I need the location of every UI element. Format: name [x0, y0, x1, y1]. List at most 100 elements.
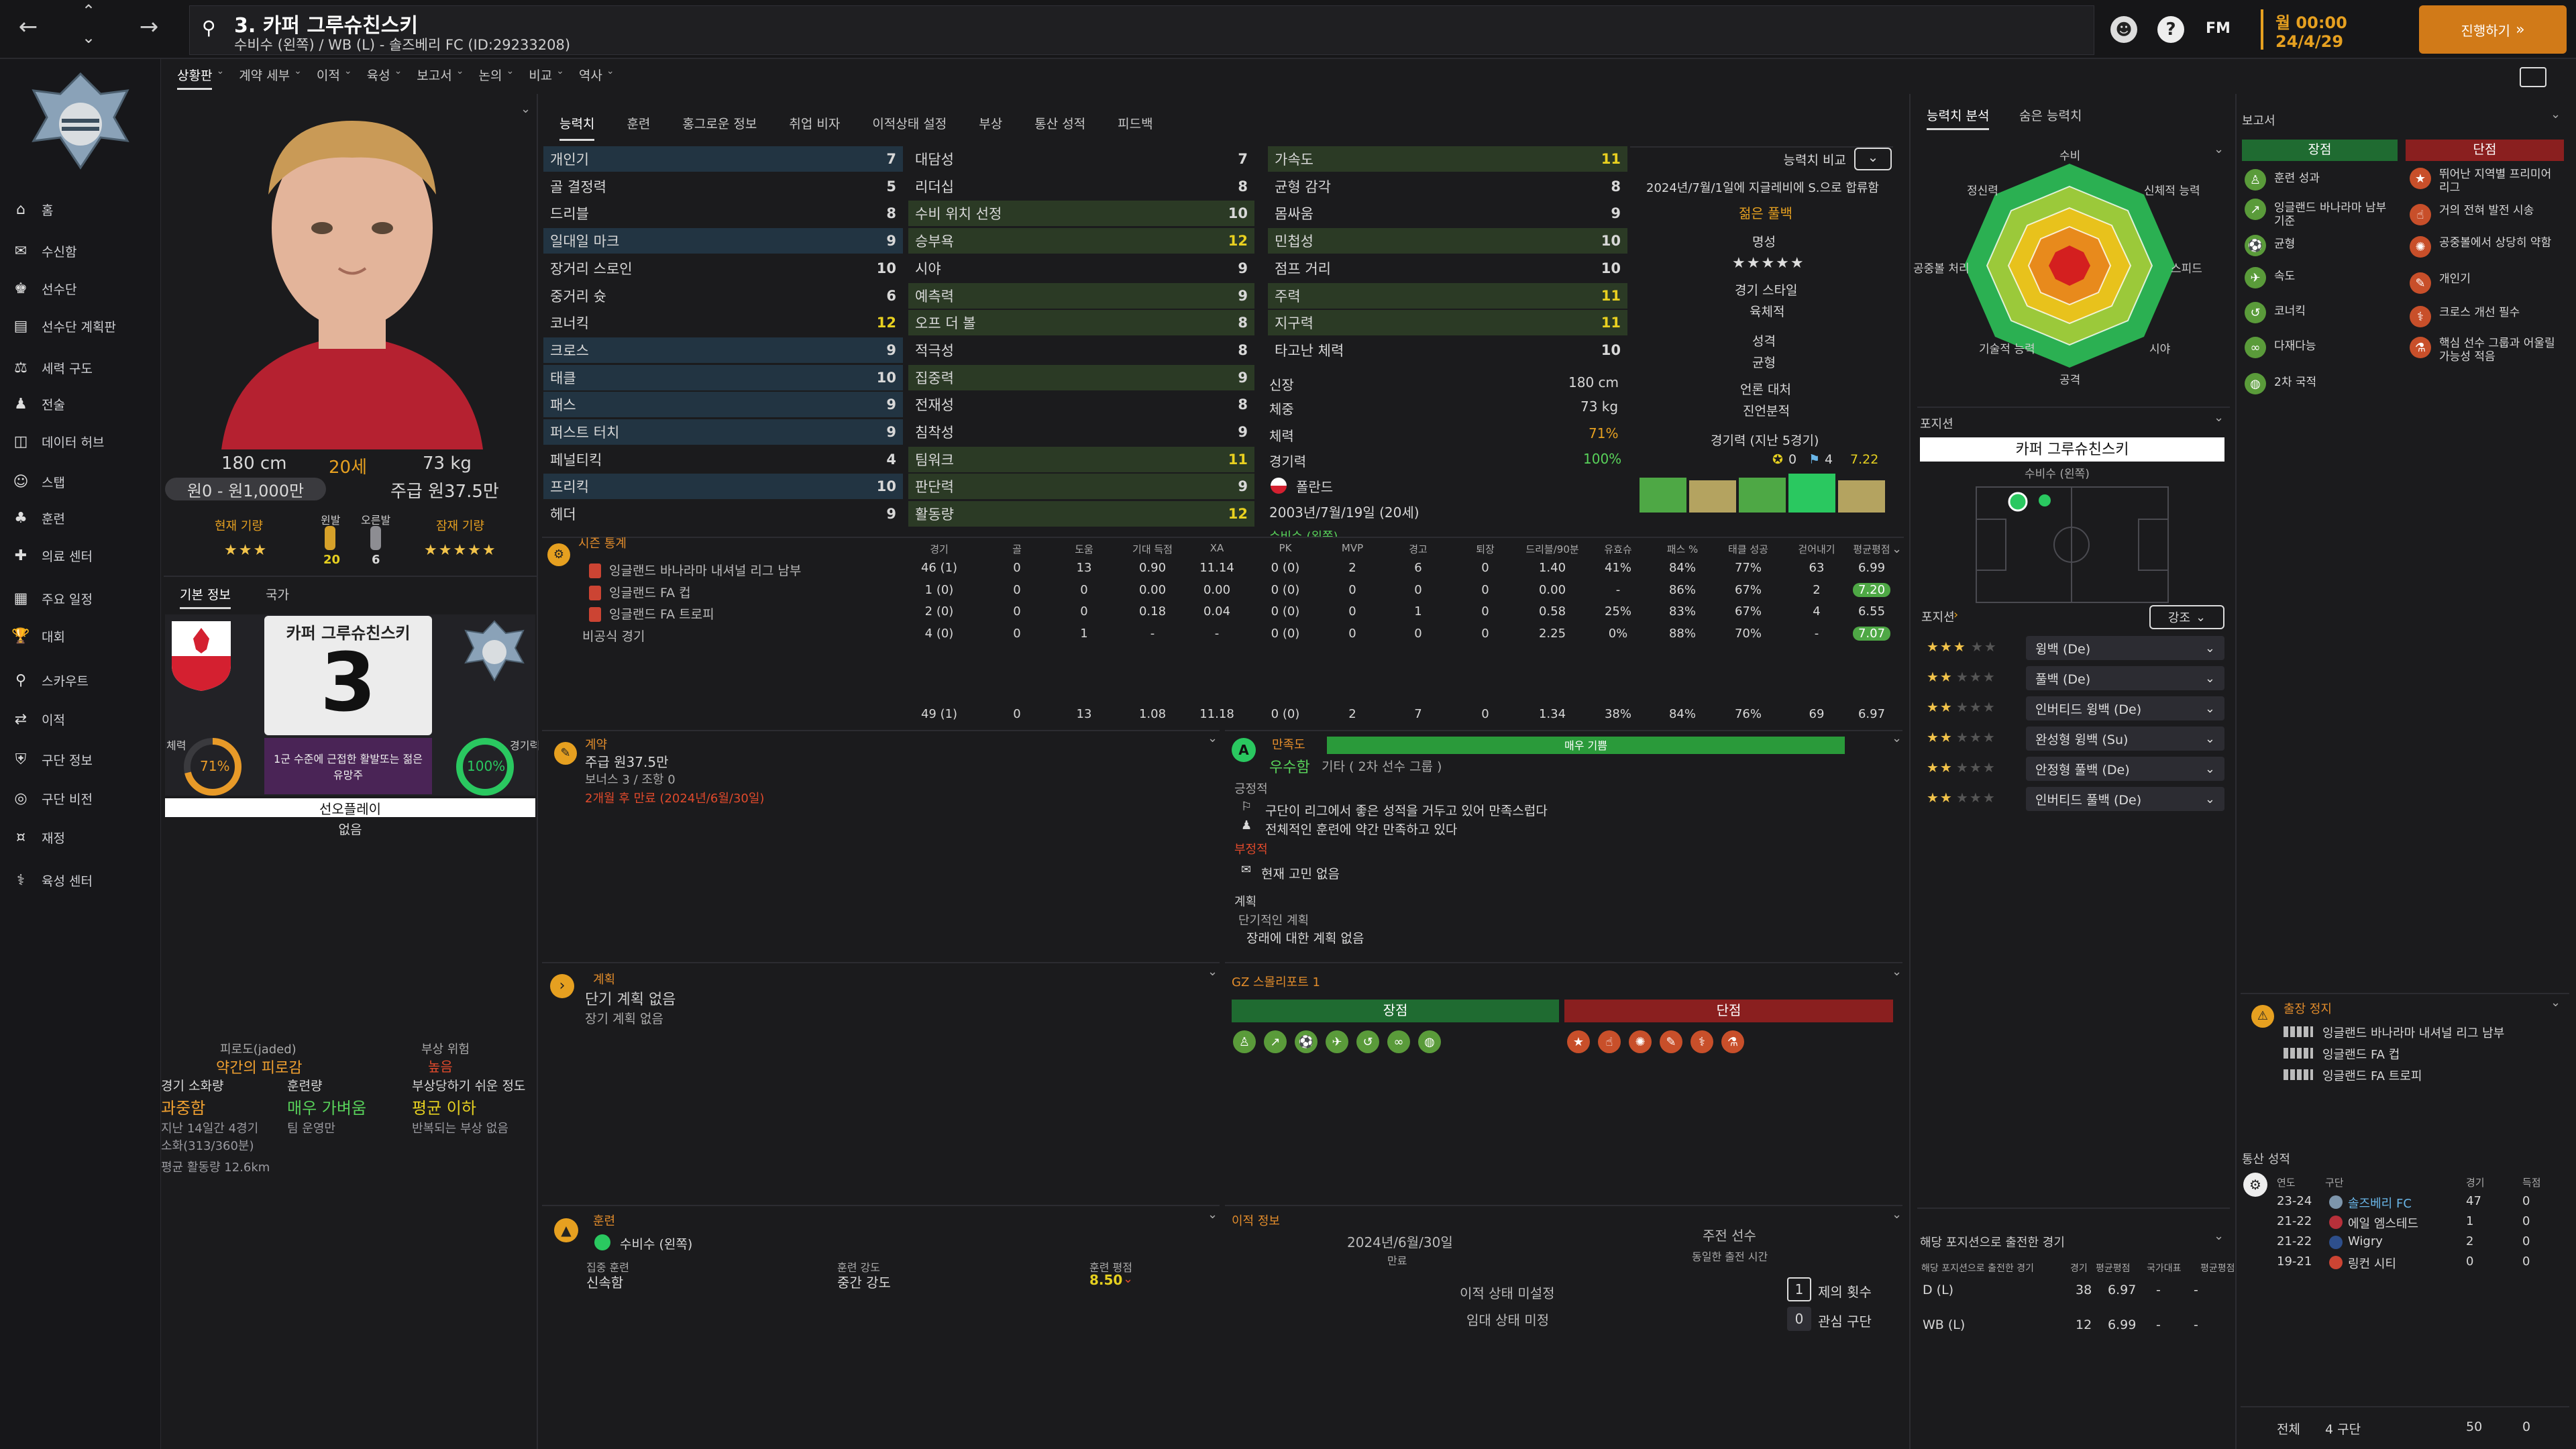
stat-cell: 0	[1348, 604, 1356, 619]
career-cell: 0	[2522, 1214, 2530, 1228]
role-dropdown[interactable]: 인버티드 윙백 (De) ⌄	[2026, 696, 2224, 720]
chevron-down-icon[interactable]: ⌄	[2214, 411, 2224, 425]
sidebar-item-1[interactable]: ⌂ 홈	[0, 193, 161, 225]
roles-chevron-icon[interactable]: ›	[1953, 608, 1959, 622]
sidebar-item-16[interactable]: ◎ 구단 비전	[0, 782, 161, 814]
sidebar-item-17[interactable]: ¤ 재정	[0, 821, 161, 853]
tab-3[interactable]: 홍그로운 정보	[682, 117, 757, 131]
sidebar-item-14[interactable]: ⇄ 이적	[0, 703, 161, 735]
satisfaction-title[interactable]: 만족도	[1272, 738, 1305, 752]
subnav-7[interactable]: 비교	[529, 68, 553, 83]
search-box[interactable]: ⚲ 3. 카퍼 그루슈친스키 수비수 (왼쪽) / WB (L) - 솔즈베리 …	[189, 5, 2094, 55]
tab-6[interactable]: 부상	[979, 117, 1003, 131]
plan-1: 장래에 대한 계획 없음	[1246, 931, 1364, 946]
forward-icon[interactable]: →	[139, 13, 159, 40]
fm-logo[interactable]: FM	[2206, 20, 2231, 37]
sidebar-item-12[interactable]: 🏆 대회	[0, 620, 161, 652]
search-icon[interactable]: ⚲	[202, 17, 216, 39]
chevron-down-icon[interactable]: ⌄	[2214, 1229, 2224, 1243]
role-dropdown[interactable]: 인버티드 풀백 (De) ⌄	[2026, 787, 2224, 811]
competition-name[interactable]: 잉글랜드 FA 트로피	[609, 607, 714, 622]
sidebar-item-5[interactable]: ⚖ 세력 구도	[0, 352, 161, 384]
tab-5[interactable]: 이적상태 설정	[872, 117, 947, 131]
contract-title[interactable]: 계약	[585, 738, 608, 752]
transfer-title[interactable]: 이적 정보	[1232, 1214, 1280, 1228]
sidebar-item-9[interactable]: ♣ 훈련	[0, 502, 161, 534]
tab-attribute-analysis[interactable]: 능력치 분석	[1927, 106, 1990, 130]
con-text: 크로스 개선 필수	[2439, 306, 2520, 319]
pitch-diagram	[1976, 486, 2169, 603]
chevron-down-icon[interactable]: ⌄	[2551, 996, 2561, 1010]
sidebar-item-2[interactable]: ✉ 수신함	[0, 235, 161, 267]
scout-title[interactable]: GZ 스몰리포트 1	[1232, 975, 1320, 989]
highlight-dropdown[interactable]: 강조 ⌄	[2149, 605, 2224, 629]
compare-button[interactable]: 능력치 비교 ⌄	[1690, 145, 1892, 173]
collapse-icon[interactable]: ⌄	[521, 102, 531, 116]
chevron-down-icon[interactable]: ⌄	[1208, 965, 1218, 979]
sidebar-item-15[interactable]: ⛨ 구단 정보	[0, 743, 161, 775]
analysis-label: 공격	[2059, 374, 2081, 387]
globe-icon[interactable]: ☻	[2110, 16, 2137, 43]
chevron-down-icon[interactable]: ⌄	[1892, 542, 1902, 556]
role-stars: ★★	[1927, 669, 1953, 685]
plans-title[interactable]: 계획	[593, 973, 616, 987]
sidebar-item-11[interactable]: ▦ 주요 일정	[0, 582, 161, 614]
chevron-down-icon[interactable]: ⌄	[1892, 1208, 1902, 1222]
tab-8[interactable]: 피드백	[1118, 117, 1153, 131]
season-stats-title[interactable]: 시즌 통계	[578, 537, 627, 551]
screen-mode-icon[interactable]	[2520, 67, 2546, 87]
subnav-2[interactable]: 계약 세부	[239, 68, 290, 83]
sidebar-item-7[interactable]: ◫ 데이터 허브	[0, 425, 161, 458]
chevron-up-icon[interactable]: ⌃	[81, 1, 96, 20]
sidebar-item-13[interactable]: ⚲ 스카우트	[0, 664, 161, 696]
tab-basic-info[interactable]: 기본 정보	[180, 585, 231, 609]
subnav-6[interactable]: 논의	[478, 68, 502, 83]
chevron-down-icon[interactable]: ⌄	[2214, 142, 2224, 156]
help-icon[interactable]: ?	[2157, 16, 2184, 43]
tab-7[interactable]: 통산 성적	[1034, 117, 1086, 131]
competition-name[interactable]: 비공식 경기	[582, 629, 645, 644]
sharpness-ring	[456, 738, 514, 796]
sidebar-item-4[interactable]: ▤ 선수단 계획판	[0, 310, 161, 342]
tab-4[interactable]: 취업 비자	[789, 117, 841, 131]
stat-total: 6.97	[1858, 707, 1886, 721]
tab-nation[interactable]: 국가	[266, 588, 289, 602]
subnav-4[interactable]: 육성	[366, 68, 390, 83]
chevron-down-icon: ⌄	[294, 66, 302, 76]
sidebar-item-3[interactable]: ♚ 선수단	[0, 272, 161, 305]
role-dropdown[interactable]: 완성형 윙백 (Su) ⌄	[2026, 727, 2224, 751]
tab-hidden-attributes[interactable]: 숨은 능력치	[2019, 109, 2082, 123]
subnav-3[interactable]: 이적	[316, 68, 340, 83]
continue-button[interactable]: 진행하기 »	[2419, 5, 2567, 54]
training-title[interactable]: 훈련	[593, 1214, 616, 1228]
sidebar-item-6[interactable]: ♟ 전술	[0, 388, 161, 420]
chevron-down-icon[interactable]: ⌄	[1208, 1208, 1218, 1222]
subnav-8[interactable]: 역사	[578, 68, 602, 83]
role-dropdown[interactable]: 윙백 (De) ⌄	[2026, 636, 2224, 660]
tab-1[interactable]: 능력치	[559, 114, 595, 141]
chevron-down-icon[interactable]: ⌄	[1208, 731, 1218, 745]
injury-prone-label: 부상당하기 쉬운 정도	[412, 1079, 526, 1093]
stat-total: 2	[1348, 707, 1356, 721]
sidebar-item-18[interactable]: ⚕ 육성 센터	[0, 864, 161, 896]
chevron-down-icon[interactable]: ⌄	[1892, 731, 1902, 745]
form-bar	[1788, 474, 1835, 513]
role-dropdown[interactable]: 풀백 (De) ⌄	[2026, 666, 2224, 690]
competition-name[interactable]: 잉글랜드 FA 컵	[609, 585, 691, 600]
stat-cell: 83%	[1668, 604, 1696, 619]
chevron-down-icon[interactable]: ⌄	[2551, 107, 2561, 121]
chevron-down-icon[interactable]: ⌄	[1892, 965, 1902, 979]
role-dropdown[interactable]: 안정형 풀백 (De) ⌄	[2026, 757, 2224, 781]
attribute-name: 페널티킥	[550, 451, 602, 468]
sidebar-item-8[interactable]: ☺ 스탭	[0, 466, 161, 498]
attribute-name: 헤더	[550, 506, 576, 523]
sidebar-item-label: 수신함	[42, 244, 77, 260]
subnav-1[interactable]: 상황판	[177, 66, 213, 90]
competition-name[interactable]: 잉글랜드 바나라마 내셔널 리그 남부	[609, 564, 802, 578]
back-icon[interactable]: ←	[18, 13, 38, 40]
sidebar-item-10[interactable]: ✚ 의료 센터	[0, 539, 161, 572]
chevron-down-icon[interactable]: ⌄	[81, 28, 96, 47]
subnav-5[interactable]: 보고서	[417, 68, 452, 83]
divider	[542, 537, 1904, 538]
tab-2[interactable]: 훈련	[627, 117, 651, 131]
